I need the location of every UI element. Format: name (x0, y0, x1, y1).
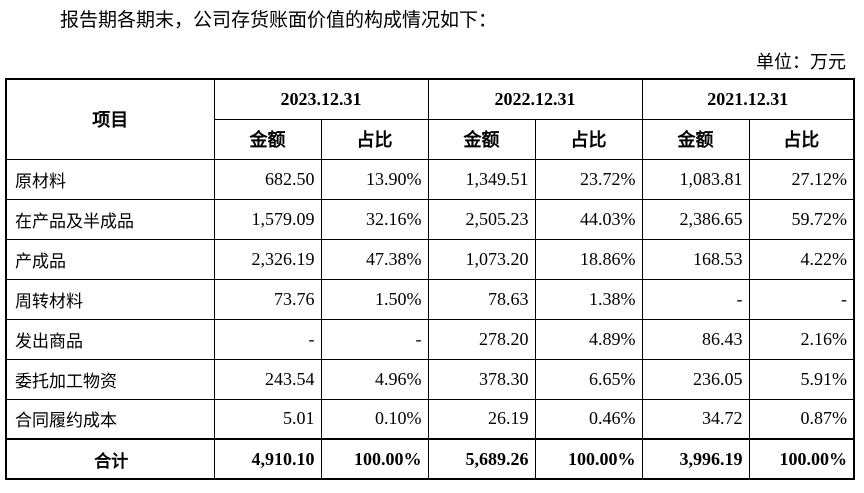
table-cell: 100.00% (748, 438, 855, 480)
table-cell: 4.96% (320, 358, 429, 400)
table-cell: 23.72% (534, 158, 643, 200)
table-cell: - (748, 278, 855, 320)
table-row: 周转材料 73.76 1.50% 78.63 1.38% - - (5, 278, 855, 320)
table-cell: 47.38% (320, 238, 429, 280)
table-cell: 2,386.65 (641, 198, 750, 240)
table-cell: 278.20 (427, 318, 536, 360)
amount-header: 金额 (641, 118, 750, 160)
ratio-header: 占比 (748, 118, 855, 160)
table-cell: 5,689.26 (427, 438, 536, 480)
table-cell: 32.16% (320, 198, 429, 240)
period-header: 2022.12.31 (427, 78, 643, 120)
table-cell: 236.05 (641, 358, 750, 400)
table-cell: 5.91% (748, 358, 855, 400)
table-cell: 44.03% (534, 198, 643, 240)
table-cell: 6.65% (534, 358, 643, 400)
table-cell: 3,996.19 (641, 438, 750, 480)
table-row: 合同履约成本 5.01 0.10% 26.19 0.46% 34.72 0.87% (5, 398, 855, 440)
table-cell: 378.30 (427, 358, 536, 400)
table-row: 发出商品 - -278.20 4.89% 86.43 2.16% (5, 318, 855, 360)
ratio-header: 占比 (534, 118, 643, 160)
table-row: 原材料 682.50 13.90% 1,349.51 23.72% 1,083.81 27.… (5, 158, 855, 200)
inventory-table: 项目 2023.12.31 2022.12.31 2021.12.31 金额 占… (5, 78, 855, 480)
table-row: 在产品及半成品 1,579.09 32.16% 2,505.23 44.03% 2,386… (5, 198, 855, 240)
unit-label: 单位：万元 (756, 52, 846, 73)
table-cell: - (641, 278, 750, 320)
table-cell: 4,910.10 (213, 438, 322, 480)
row-name: 在产品及半成品 (5, 198, 215, 240)
table-row: 产成品 2,326.19 47.38% 1,073.20 18.86% 168.53 4.2… (5, 238, 855, 280)
ratio-header: 占比 (320, 118, 429, 160)
table-cell: 1,073.20 (427, 238, 536, 280)
period-header: 2021.12.31 (641, 78, 855, 120)
amount-header: 金额 (427, 118, 536, 160)
table-cell: 18.86% (534, 238, 643, 280)
table-cell: 0.10% (320, 398, 429, 440)
header-row-periods: 项目 2023.12.31 2022.12.31 2021.12.31 (5, 78, 855, 160)
row-name: 原材料 (5, 158, 215, 200)
item-header: 项目 (5, 78, 215, 160)
table-cell: 1.50% (320, 278, 429, 320)
row-name: 产成品 (5, 238, 215, 280)
table-cell: 26.19 (427, 398, 536, 440)
table-cell: 100.00% (320, 438, 429, 480)
table-cell: 4.22% (748, 238, 855, 280)
table-cell: 78.63 (427, 278, 536, 320)
total-row: 合计 4,910.10 100.00% 5,689.26 100.00% 3,9… (5, 438, 855, 480)
row-name: 委托加工物资 (5, 358, 215, 400)
table-cell: 1,083.81 (641, 158, 750, 200)
table-cell: 0.87% (748, 398, 855, 440)
table-cell: - (213, 318, 322, 360)
table-row: 委托加工物资 243.54 4.96% 378.30 6.65% 236.05 5.91% (5, 358, 855, 400)
table-cell: 682.50 (213, 158, 322, 200)
table-cell: 1.38% (534, 278, 643, 320)
table-cell: 59.72% (748, 198, 855, 240)
table-cell: 1,349.51 (427, 158, 536, 200)
header-row-subheaders: 金额 占比 金额 占比 金额 占比 (6, 118, 855, 160)
table-cell: 100.00% (534, 438, 643, 480)
table-cell: 13.90% (320, 158, 429, 200)
table-cell: 86.43 (641, 318, 750, 360)
table-cell: 243.54 (213, 358, 322, 400)
table-cell: 4.89% (534, 318, 643, 360)
table-cell: 1,579.09 (213, 198, 322, 240)
table-cell: 5.01 (213, 398, 322, 440)
row-name: 发出商品 (5, 318, 215, 360)
row-name: 周转材料 (5, 278, 215, 320)
table-cell: 0.46% (534, 398, 643, 440)
table-cell: 34.72 (641, 398, 750, 440)
table-cell: 73.76 (213, 278, 322, 320)
row-name: 合计 (5, 438, 215, 480)
amount-header: 金额 (213, 118, 322, 160)
intro-text: 报告期各期末，公司存货账面价值的构成情况如下： (60, 9, 498, 31)
table-cell: 2,326.19 (213, 238, 322, 280)
period-header: 2023.12.31 (213, 78, 429, 120)
table-cell: - (320, 318, 429, 360)
row-name: 合同履约成本 (5, 398, 215, 440)
table-cell: 168.53 (641, 238, 750, 280)
table-cell: 2,505.23 (427, 198, 536, 240)
table-cell: 2.16% (748, 318, 855, 360)
table-cell: 27.12% (748, 158, 855, 200)
